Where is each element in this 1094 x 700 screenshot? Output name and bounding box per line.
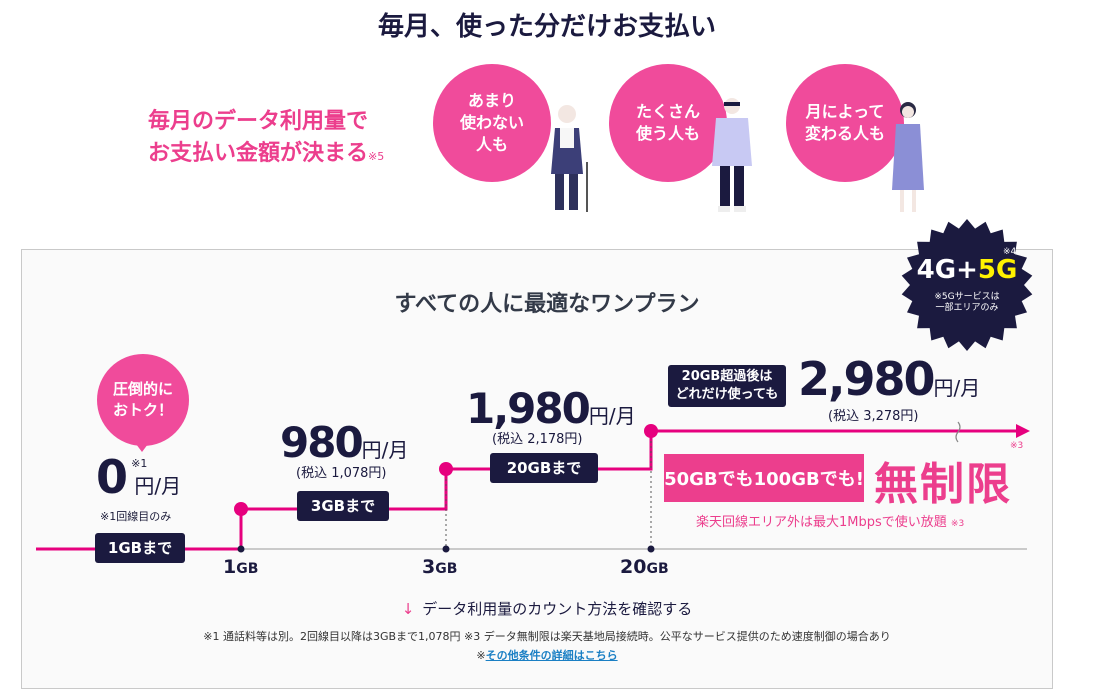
bargain-bubble: 圧倒的に おトク！ [97, 354, 189, 446]
axis-label-20gb: 20GB [620, 556, 669, 578]
tier-2-unit: 円/月 [588, 404, 636, 428]
tier-2-tag: 20GBまで [490, 453, 598, 483]
tier-2-amount: 1,980 [466, 384, 591, 433]
axis-20gb-unit: GB [646, 561, 669, 577]
intro-line-2-text: お支払い金額が決まる [148, 141, 369, 166]
tier-3-unit: 円/月 [933, 376, 981, 400]
axis-20gb-num: 20 [620, 556, 647, 578]
badge-network-label: 4G+5G [900, 255, 1034, 285]
unlimited-note: ※3 [1010, 441, 1024, 451]
bubble-light-user: あまり 使わない 人も [433, 64, 551, 182]
area-note-text: 楽天回線エリア外は最大1Mbpsで使い放題 [696, 515, 947, 530]
tier-0-price: 0 ※1 円/月 [96, 450, 181, 504]
axis-tick-20gb [647, 545, 655, 553]
break-icon [955, 421, 961, 443]
intro-line-1: 毎月のデータ利用量で [148, 109, 369, 134]
tier-1-price: 980円/月 [280, 418, 408, 467]
price-step-line [36, 429, 1016, 551]
tier-2-tax: (税込 2,178円) [492, 432, 583, 447]
badge-4g: 4G+ [916, 255, 978, 285]
arrow-down-icon: ↓ [401, 600, 415, 618]
axis-tick-3gb [442, 545, 450, 553]
data-count-link[interactable]: ↓ データ利用量のカウント方法を確認する [0, 598, 1094, 619]
heavy-user-illustration [712, 98, 752, 212]
intro-text: 毎月のデータ利用量で お支払い金額が決まる※5 [148, 106, 384, 173]
tier-3-amount: 2,980 [798, 352, 936, 406]
badge-subtext: ※5Gサービスは 一部エリアのみ [934, 292, 1000, 313]
area-note-mark: ※3 [950, 519, 965, 529]
bargain-bubble-tail [133, 440, 151, 452]
axis-3gb-num: 3 [422, 556, 436, 578]
intro-note: ※5 [368, 150, 385, 163]
tier-1-tax: (税込 1,078円) [296, 466, 387, 481]
step-point-1gb [234, 502, 248, 516]
tier-0-sub: ※1回線目のみ [100, 510, 172, 523]
other-conditions-prefix: ※ [476, 649, 486, 662]
tier-0-unit: 円/月 [134, 474, 182, 498]
tier-0-note: ※1 [131, 457, 148, 470]
axis-3gb-unit: GB [435, 561, 458, 577]
unlimited-highlight-box: 50GBでも100GBでも! [664, 454, 864, 502]
axis-label-1gb: 1GB [223, 556, 258, 578]
step-point-20gb [644, 424, 658, 438]
variable-user-illustration [892, 102, 924, 212]
unlimited-label: 無制限 [874, 459, 1012, 510]
tier-1-amount: 980 [280, 418, 364, 467]
footnote: ※1 通話料等は別。2回線目以降は3GBまで1,078円 ※3 データ無制限は楽… [203, 630, 891, 643]
arrow-head-icon [1016, 424, 1030, 438]
badge-note: ※4 [1003, 247, 1017, 257]
elderly-person-illustration [539, 105, 588, 212]
plan-title: すべての人に最適なワンプラン [394, 292, 700, 317]
tier-1-unit: 円/月 [361, 438, 409, 462]
tier-2-price: 1,980円/月 [466, 384, 636, 433]
axis-label-3gb: 3GB [422, 556, 457, 578]
step-point-3gb [439, 462, 453, 476]
page-title: 毎月、使った分だけお支払い [377, 12, 716, 42]
axis-1gb-num: 1 [223, 556, 237, 578]
network-badge-icon [901, 219, 1033, 351]
tier-0-tag: 1GBまで [95, 533, 185, 563]
bubble-variable-user: 月によって 変わる人も [786, 64, 904, 182]
area-note: 楽天回線エリア外は最大1Mbpsで使い放題 ※3 [696, 511, 964, 530]
intro-line-2: お支払い金額が決まる※5 [148, 138, 384, 173]
bubble-heavy-user: たくさん 使う人も [609, 64, 727, 182]
tier-3-tag: 20GB超過後は どれだけ使っても [668, 365, 786, 407]
axis-1gb-unit: GB [236, 561, 259, 577]
other-conditions: ※その他条件の詳細はこちら [0, 647, 1094, 663]
badge-5g: 5G [977, 255, 1018, 285]
axis-tick-1gb [237, 545, 245, 553]
tier-0-amount: 0 [96, 450, 128, 504]
tier-3-tax: (税込 3,278円) [828, 409, 919, 424]
tier-3-price: 2,980円/月 [798, 352, 980, 406]
other-conditions-link[interactable]: その他条件の詳細はこちら [485, 649, 618, 662]
data-count-link-text[interactable]: データ利用量のカウント方法を確認する [422, 600, 693, 618]
tier-1-tag: 3GBまで [297, 491, 389, 521]
